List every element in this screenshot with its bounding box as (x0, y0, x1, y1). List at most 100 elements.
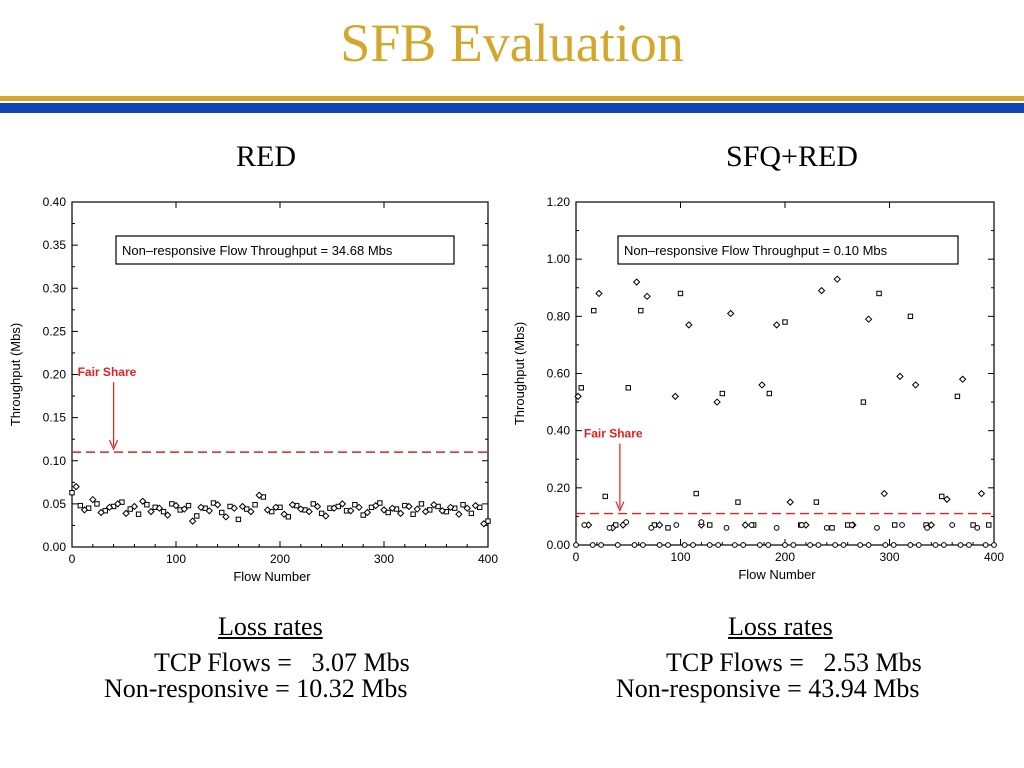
data-point-circle (857, 542, 864, 548)
y-tick-label: 0.05 (43, 497, 67, 511)
y-tick-label: 0.60 (547, 367, 571, 381)
data-point-diamond (238, 502, 247, 511)
data-point-circle (623, 519, 630, 526)
data-point-square (876, 290, 882, 297)
data-point-circle (573, 542, 579, 548)
data-point-diamond (305, 507, 313, 516)
data-point-square (318, 510, 325, 517)
data-point-square (385, 509, 391, 516)
data-point-diamond (896, 372, 904, 381)
data-point-circle (865, 542, 872, 548)
data-point-diamond (72, 482, 80, 491)
data-point-circle (681, 542, 688, 548)
data-point-circle (982, 542, 989, 548)
data-point-square (77, 502, 84, 509)
data-point-square (602, 493, 608, 500)
x-tick-label: 0 (573, 550, 580, 564)
data-point-diamond (122, 509, 130, 518)
data-point-circle (874, 524, 880, 531)
data-point-diamond (280, 510, 288, 518)
chart-sfq-red-svg: 0.00 0.20 0.40 0.60 0.80 1.00 1.20 0 100 200 300 40… (512, 195, 1004, 582)
data-point-diamond (958, 375, 967, 383)
data-point-diamond (421, 507, 430, 516)
data-point-diamond (833, 275, 841, 283)
y-tick-label: 0.25 (43, 324, 67, 338)
title-rule-blue (0, 103, 1024, 113)
data-point-square (892, 522, 898, 528)
data-point-square (144, 502, 150, 508)
data-point-diamond (388, 504, 397, 512)
y-tick-label: 1.20 (547, 195, 571, 209)
data-point-circle (848, 522, 855, 528)
fair-share-arrowhead (615, 501, 625, 513)
data-point-circle (840, 542, 847, 548)
data-point-circle (807, 542, 813, 548)
data-point-diamond (685, 321, 693, 329)
data-point-diamond (786, 498, 794, 506)
data-point-square (638, 307, 644, 314)
data-point-square (377, 500, 383, 506)
data-point-square (160, 508, 167, 515)
x-tick-label: 300 (879, 550, 899, 564)
data-point-diamond (632, 278, 641, 286)
data-point-circle (899, 522, 905, 528)
y-tick-label: 0.30 (43, 281, 67, 295)
data-point-square (829, 525, 835, 531)
loss-nonresp-sfq-red: Non-responsive = 43.94 Mbs (616, 674, 920, 703)
data-point-square (352, 502, 358, 508)
data-point-square (485, 518, 491, 524)
data-point-square (907, 313, 914, 320)
data-point-square (693, 490, 699, 497)
data-point-circle (815, 542, 822, 548)
data-point-circle (882, 542, 889, 548)
data-point-diamond (413, 505, 421, 513)
data-point-diamond (130, 502, 139, 511)
data-point-square (625, 385, 631, 391)
data-point-diamond (758, 381, 766, 389)
data-point-square (135, 511, 142, 517)
data-point-circle (974, 524, 981, 531)
legend-text: Non–responsive Flow Throughput = 34.68 M… (122, 243, 393, 258)
data-point-circle (740, 542, 747, 548)
data-point-square (578, 385, 584, 391)
data-point-circle (639, 542, 646, 548)
data-point-circle (765, 542, 772, 548)
data-point-circle (656, 542, 663, 548)
data-point-square (410, 511, 416, 517)
data-point-circle (924, 524, 931, 531)
data-point-diamond (446, 503, 455, 512)
chart-sfq-red: 0.00 0.20 0.40 0.60 0.80 1.00 1.20 0 100 200 300 40… (506, 186, 1016, 601)
data-point-square (782, 319, 788, 325)
panel-label-sfq-red: SFQ+RED (726, 140, 858, 173)
data-point-diamond (355, 503, 363, 512)
data-point-diamond (927, 521, 936, 529)
data-point-square (310, 501, 316, 507)
data-point-circle (698, 519, 705, 526)
data-point-diamond (943, 495, 951, 503)
data-point-square (69, 489, 75, 496)
data-point-circle (757, 542, 763, 548)
data-point-circle (598, 542, 604, 548)
data-point-circle (673, 522, 680, 528)
loss-rates-heading-red: Loss rates (218, 612, 323, 641)
data-point-diamond (147, 507, 155, 516)
data-point-diamond (371, 501, 380, 510)
slide-title: SFB Evaluation (340, 13, 684, 73)
data-point-diamond (911, 381, 920, 389)
data-point-square (613, 522, 619, 528)
y-tick-label: 0.40 (43, 195, 67, 209)
data-point-circle (773, 524, 780, 531)
data-point-diamond (205, 507, 213, 515)
data-point-circle (949, 522, 956, 528)
data-point-square (235, 516, 242, 523)
data-point-circle (907, 542, 914, 548)
data-point-square (591, 307, 597, 314)
data-point-diamond (330, 504, 338, 512)
title-rule-gold (0, 96, 1024, 101)
data-point-square (677, 290, 684, 297)
data-point-diamond (155, 504, 164, 512)
data-point-diamond (213, 501, 222, 509)
data-point-circle (832, 542, 839, 548)
data-point-square (252, 502, 258, 508)
data-point-diamond (817, 286, 826, 295)
